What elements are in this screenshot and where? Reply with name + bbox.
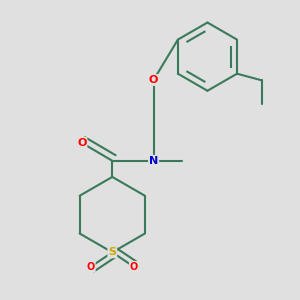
Text: N: N	[149, 156, 158, 166]
Text: O: O	[130, 262, 138, 272]
Text: O: O	[149, 75, 158, 85]
Text: O: O	[77, 138, 86, 148]
Text: S: S	[108, 247, 116, 257]
Text: O: O	[87, 262, 95, 272]
